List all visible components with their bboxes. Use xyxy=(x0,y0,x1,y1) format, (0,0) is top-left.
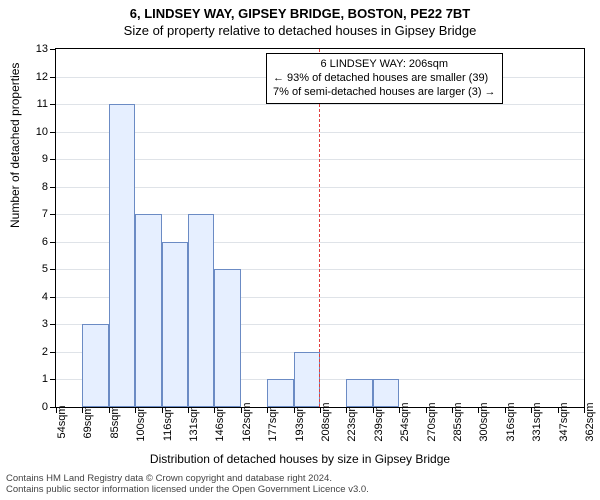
y-tick-label: 12 xyxy=(36,71,48,83)
y-axis-label: Number of detached properties xyxy=(8,63,22,228)
x-tick-label: 177sqm xyxy=(267,402,279,441)
histogram-bar xyxy=(82,324,108,407)
histogram-bar xyxy=(135,214,161,407)
histogram-bar xyxy=(373,379,399,407)
attribution-footer: Contains HM Land Registry data © Crown c… xyxy=(6,474,369,496)
footer-line: Contains public sector information licen… xyxy=(6,485,369,496)
callout-line: ← 93% of detached houses are smaller (39… xyxy=(273,72,496,86)
x-tick-label: 69sqm xyxy=(82,405,94,438)
gridline xyxy=(56,132,584,133)
chart-subtitle: Size of property relative to detached ho… xyxy=(0,23,600,38)
y-tick-label: 3 xyxy=(42,318,48,330)
y-tick xyxy=(50,269,56,270)
y-tick xyxy=(50,324,56,325)
y-tick-label: 13 xyxy=(36,43,48,55)
histogram-bar xyxy=(214,269,240,407)
x-tick-label: 362sqm xyxy=(584,402,596,441)
y-tick xyxy=(50,77,56,78)
x-tick-label: 270sqm xyxy=(426,402,438,441)
x-tick-label: 300sqm xyxy=(478,402,490,441)
callout-line: 6 LINDSEY WAY: 206sqm xyxy=(273,58,496,72)
x-tick-label: 254sqm xyxy=(399,402,411,441)
y-tick-label: 9 xyxy=(42,153,48,165)
y-tick-label: 1 xyxy=(42,373,48,385)
y-tick xyxy=(50,352,56,353)
chart-title: 6, LINDSEY WAY, GIPSEY BRIDGE, BOSTON, P… xyxy=(0,6,600,21)
x-tick-label: 100sqm xyxy=(135,402,147,441)
x-tick-label: 223sqm xyxy=(346,402,358,441)
y-tick xyxy=(50,187,56,188)
y-tick xyxy=(50,49,56,50)
histogram-bar xyxy=(188,214,214,407)
x-tick-label: 85sqm xyxy=(109,405,121,438)
chart-plot-area: 01234567891011121354sqm69sqm85sqm100sqm1… xyxy=(55,48,585,408)
histogram-bar xyxy=(267,379,293,407)
histogram-bar xyxy=(109,104,135,407)
x-tick-label: 347sqm xyxy=(558,402,570,441)
x-axis-label: Distribution of detached houses by size … xyxy=(0,452,600,466)
histogram-bar xyxy=(162,242,188,407)
y-tick-label: 0 xyxy=(42,401,48,413)
y-tick xyxy=(50,379,56,380)
x-tick-label: 316sqm xyxy=(505,402,517,441)
y-tick-label: 10 xyxy=(36,126,48,138)
callout-line: 7% of semi-detached houses are larger (3… xyxy=(273,86,496,100)
x-tick-label: 239sqm xyxy=(373,402,385,441)
histogram-bar xyxy=(294,352,320,407)
y-tick-label: 4 xyxy=(42,291,48,303)
y-tick-label: 6 xyxy=(42,236,48,248)
histogram-bar xyxy=(346,379,372,407)
y-tick xyxy=(50,214,56,215)
y-tick xyxy=(50,242,56,243)
x-tick-label: 116sqm xyxy=(162,403,174,441)
x-tick-label: 208sqm xyxy=(320,402,332,441)
reference-callout: 6 LINDSEY WAY: 206sqm ← 93% of detached … xyxy=(266,53,503,104)
gridline xyxy=(56,187,584,188)
y-tick xyxy=(50,297,56,298)
gridline xyxy=(56,159,584,160)
x-tick-label: 131sqm xyxy=(188,402,200,441)
x-tick-label: 193sqm xyxy=(294,402,306,441)
x-tick-label: 331sqm xyxy=(531,402,543,441)
y-tick xyxy=(50,132,56,133)
y-tick xyxy=(50,159,56,160)
x-tick-label: 285sqm xyxy=(452,402,464,441)
x-tick-label: 146sqm xyxy=(214,402,226,441)
y-tick-label: 2 xyxy=(42,346,48,358)
x-tick-label: 162sqm xyxy=(241,402,253,441)
chart-title-block: 6, LINDSEY WAY, GIPSEY BRIDGE, BOSTON, P… xyxy=(0,0,600,38)
y-tick xyxy=(50,104,56,105)
y-tick-label: 7 xyxy=(42,208,48,220)
x-tick-label: 54sqm xyxy=(56,405,68,438)
y-tick-label: 11 xyxy=(37,98,48,110)
y-tick-label: 8 xyxy=(42,181,48,193)
y-tick-label: 5 xyxy=(42,263,48,275)
